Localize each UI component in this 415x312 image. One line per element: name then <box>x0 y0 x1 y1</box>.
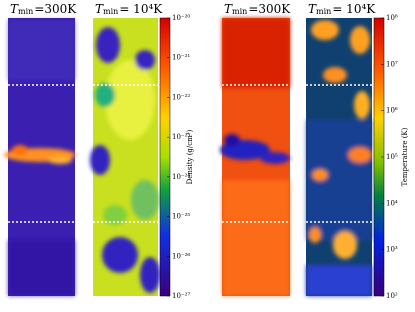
title-text: = 10⁴K <box>332 2 376 16</box>
tick-label: 10⁻²² <box>172 93 190 101</box>
tick-label: 10⁻²¹ <box>172 54 190 62</box>
colorbar-label: Density (g/cm³) <box>186 129 194 184</box>
title-subscript: min <box>18 7 33 16</box>
title-subscript: min <box>232 7 247 16</box>
panel-title: Tmin= 10⁴K <box>95 2 163 17</box>
panel <box>90 18 160 296</box>
tick-label: 10² <box>386 292 398 300</box>
tick-label: 10⁻²⁰ <box>172 14 190 22</box>
colorbar <box>159 17 171 297</box>
title-text: =300K <box>34 2 77 16</box>
panel-title: Tmin=300K <box>224 2 291 17</box>
title-subscript: min <box>103 7 118 16</box>
tick-label: 10⁷ <box>386 60 398 68</box>
tick-label: 10⁴ <box>386 199 398 207</box>
title-symbol: T <box>10 2 19 16</box>
panel-title: Tmin=300K <box>10 2 77 17</box>
title-text: = 10⁴K <box>119 2 163 16</box>
title-symbol: T <box>308 2 317 16</box>
tick-label: 10⁻²⁶ <box>172 252 190 260</box>
tick-label: 10⁸ <box>386 14 398 22</box>
panel <box>306 18 372 296</box>
panel <box>220 18 290 296</box>
colorbar-label: Temperature (K) <box>401 127 409 186</box>
tick-label: 10⁻²⁴ <box>172 173 190 181</box>
title-symbol: T <box>224 2 233 16</box>
panel <box>4 18 76 296</box>
title-symbol: T <box>95 2 104 16</box>
tick-label: 10⁻²³ <box>172 133 190 141</box>
title-subscript: min <box>316 7 331 16</box>
tick-label: 10⁻²⁷ <box>172 292 190 300</box>
panel-title: Tmin= 10⁴K <box>308 2 376 17</box>
tick-label: 10⁵ <box>386 153 398 161</box>
tick-label: 10³ <box>386 246 398 254</box>
tick-label: 10⁻²⁵ <box>172 213 190 221</box>
title-text: =300K <box>248 2 291 16</box>
dashed-lines <box>8 84 372 223</box>
tick-label: 10⁶ <box>386 107 398 115</box>
